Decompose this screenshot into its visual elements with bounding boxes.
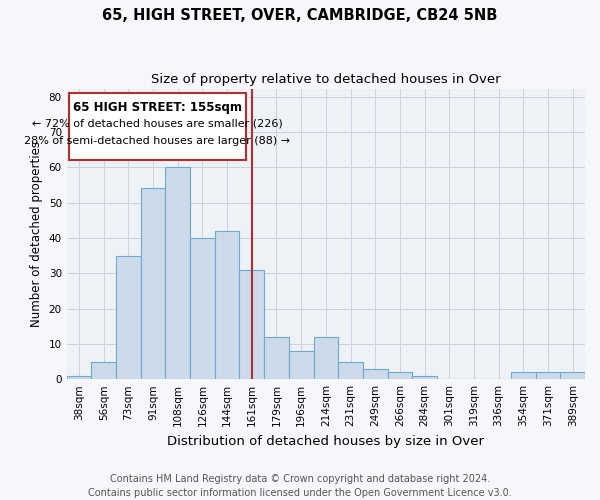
Bar bbox=[141, 188, 166, 379]
Title: Size of property relative to detached houses in Over: Size of property relative to detached ho… bbox=[151, 72, 500, 86]
Bar bbox=[412, 376, 437, 379]
Bar bbox=[289, 351, 314, 379]
Bar bbox=[338, 362, 363, 379]
Bar bbox=[560, 372, 585, 379]
Bar bbox=[116, 256, 141, 379]
Y-axis label: Number of detached properties: Number of detached properties bbox=[30, 142, 43, 328]
Bar bbox=[388, 372, 412, 379]
Bar bbox=[91, 362, 116, 379]
Text: Contains HM Land Registry data © Crown copyright and database right 2024.
Contai: Contains HM Land Registry data © Crown c… bbox=[88, 474, 512, 498]
Bar bbox=[536, 372, 560, 379]
Bar bbox=[190, 238, 215, 379]
Text: 65 HIGH STREET: 155sqm: 65 HIGH STREET: 155sqm bbox=[73, 100, 242, 114]
X-axis label: Distribution of detached houses by size in Over: Distribution of detached houses by size … bbox=[167, 434, 484, 448]
Bar bbox=[314, 337, 338, 379]
Bar bbox=[166, 167, 190, 379]
Bar bbox=[215, 231, 239, 379]
Bar bbox=[511, 372, 536, 379]
Bar bbox=[67, 376, 91, 379]
Text: 28% of semi-detached houses are larger (88) →: 28% of semi-detached houses are larger (… bbox=[25, 136, 290, 145]
Bar bbox=[239, 270, 264, 379]
Bar bbox=[264, 337, 289, 379]
Text: ← 72% of detached houses are smaller (226): ← 72% of detached houses are smaller (22… bbox=[32, 118, 283, 128]
FancyBboxPatch shape bbox=[69, 93, 245, 160]
Bar bbox=[363, 368, 388, 379]
Text: 65, HIGH STREET, OVER, CAMBRIDGE, CB24 5NB: 65, HIGH STREET, OVER, CAMBRIDGE, CB24 5… bbox=[103, 8, 497, 22]
